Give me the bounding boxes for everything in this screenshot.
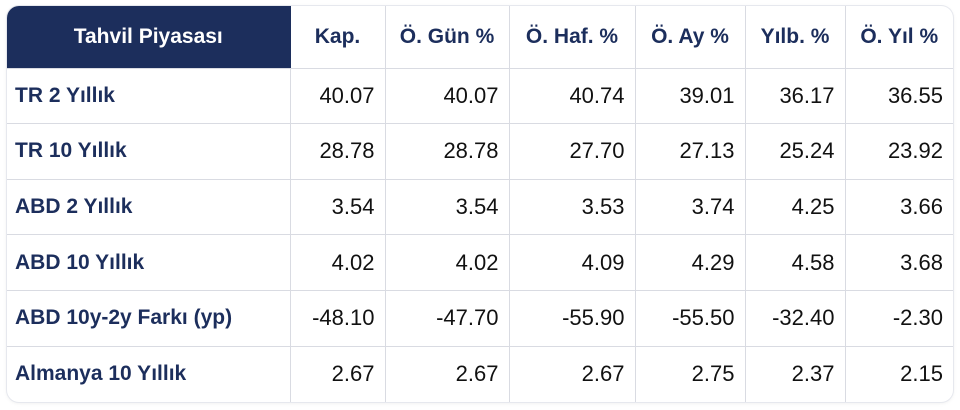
cell-prev-week: 4.09 <box>509 234 636 292</box>
cell-close: 28.78 <box>290 123 386 180</box>
table-row: ABD 2 Yıllık 3.54 3.54 3.53 3.74 4.25 3.… <box>7 179 953 236</box>
header-prev-day-pct: Ö. Gün % <box>385 6 510 69</box>
cell-ytd: 4.25 <box>745 179 846 236</box>
cell-prev-month: 27.13 <box>635 123 746 180</box>
cell-prev-week: 40.74 <box>509 68 636 125</box>
cell-prev-week: 3.53 <box>509 179 636 236</box>
row-label: ABD 10y-2y Farkı (yp) <box>7 290 291 347</box>
cell-prev-day: 4.02 <box>385 234 510 292</box>
table-header-row: Tahvil Piyasası Kap. Ö. Gün % Ö. Haf. % … <box>7 6 953 69</box>
cell-prev-year: 3.68 <box>845 234 953 292</box>
row-label: TR 10 Yıllık <box>7 123 291 180</box>
cell-ytd: 2.37 <box>745 346 846 402</box>
cell-prev-year: 23.92 <box>845 123 953 180</box>
cell-prev-month: 2.75 <box>635 346 746 402</box>
cell-ytd: 25.24 <box>745 123 846 180</box>
cell-ytd: 4.58 <box>745 234 846 292</box>
cell-prev-day: -47.70 <box>385 290 510 347</box>
table-row: TR 2 Yıllık 40.07 40.07 40.74 39.01 36.1… <box>7 68 953 125</box>
cell-prev-day: 28.78 <box>385 123 510 180</box>
row-label: ABD 2 Yıllık <box>7 179 291 236</box>
header-close: Kap. <box>290 6 386 69</box>
cell-prev-day: 40.07 <box>385 68 510 125</box>
table-row: ABD 10y-2y Farkı (yp) -48.10 -47.70 -55.… <box>7 290 953 347</box>
cell-prev-week: 2.67 <box>509 346 636 402</box>
header-prev-week-pct: Ö. Haf. % <box>509 6 636 69</box>
cell-close: -48.10 <box>290 290 386 347</box>
cell-prev-day: 2.67 <box>385 346 510 402</box>
header-ytd-pct: Yılb. % <box>745 6 846 69</box>
cell-prev-month: -55.50 <box>635 290 746 347</box>
cell-prev-year: 36.55 <box>845 68 953 125</box>
table-row: ABD 10 Yıllık 4.02 4.02 4.09 4.29 4.58 3… <box>7 234 953 292</box>
row-label: TR 2 Yıllık <box>7 68 291 125</box>
cell-ytd: 36.17 <box>745 68 846 125</box>
cell-prev-month: 39.01 <box>635 68 746 125</box>
cell-prev-year: -2.30 <box>845 290 953 347</box>
cell-prev-week: -55.90 <box>509 290 636 347</box>
cell-prev-week: 27.70 <box>509 123 636 180</box>
bond-market-table: Tahvil Piyasası Kap. Ö. Gün % Ö. Haf. % … <box>7 6 953 402</box>
cell-close: 40.07 <box>290 68 386 125</box>
bond-market-table-card: Tahvil Piyasası Kap. Ö. Gün % Ö. Haf. % … <box>7 6 953 402</box>
cell-close: 2.67 <box>290 346 386 402</box>
table-row: Almanya 10 Yıllık 2.67 2.67 2.67 2.75 2.… <box>7 346 953 402</box>
cell-prev-year: 2.15 <box>900 361 943 387</box>
cell-close: 3.54 <box>290 179 386 236</box>
cell-prev-year: 3.66 <box>845 179 953 236</box>
cell-prev-month: 3.74 <box>635 179 746 236</box>
cell-prev-month: 4.29 <box>635 234 746 292</box>
header-prev-month-pct: Ö. Ay % <box>635 6 746 69</box>
header-prev-year-pct: Ö. Yıl % <box>845 6 953 69</box>
cell-close: 4.02 <box>290 234 386 292</box>
row-label: ABD 10 Yıllık <box>7 234 291 292</box>
cell-ytd: -32.40 <box>745 290 846 347</box>
header-bond-market: Tahvil Piyasası <box>7 6 291 69</box>
cell-prev-day: 3.54 <box>385 179 510 236</box>
row-label: Almanya 10 Yıllık <box>7 346 291 402</box>
table-row: TR 10 Yıllık 28.78 28.78 27.70 27.13 25.… <box>7 123 953 180</box>
